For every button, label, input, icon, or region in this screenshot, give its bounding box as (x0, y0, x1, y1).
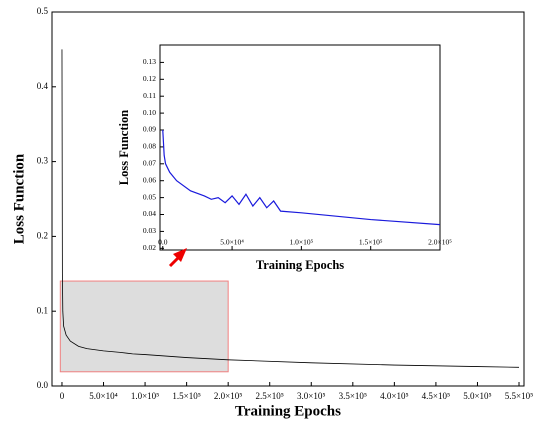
zoom-box (59, 280, 229, 373)
y-tick-label: 0.07 (143, 159, 156, 168)
x-tick-label: 2.0×10⁵ (428, 238, 452, 247)
x-tick-label: 0.0 (158, 238, 168, 247)
x-axis-title: Training Epochs (256, 258, 344, 272)
y-tick-label: 0.12 (143, 74, 156, 83)
y-tick-label: 0.0 (37, 380, 49, 390)
x-tick-label: 5.5×10⁵ (505, 391, 533, 401)
y-tick-label: 0.09 (143, 125, 156, 134)
y-axis-title: Loss Function (11, 153, 27, 244)
x-tick-label: 2.0×10⁵ (214, 391, 242, 401)
y-tick-label: 0.1 (37, 305, 48, 315)
y-tick-label: 0.02 (143, 243, 156, 252)
inset-frame (159, 44, 441, 251)
x-tick-label: 1.5×10⁵ (172, 391, 200, 401)
y-tick-label: 0.13 (143, 57, 156, 66)
y-tick-label: 0.06 (143, 175, 156, 184)
y-tick-label: 0.4 (37, 81, 49, 91)
y-tick-label: 0.2 (37, 230, 48, 240)
y-tick-label: 0.3 (37, 156, 49, 166)
x-tick-label: 4.0×10⁵ (380, 391, 408, 401)
y-tick-label: 0.08 (143, 142, 156, 151)
x-tick-label: 0 (60, 391, 65, 401)
x-tick-label: 3.0×10⁵ (297, 391, 325, 401)
x-axis-title: Training Epochs (235, 403, 341, 419)
y-tick-label: 0.05 (143, 192, 156, 201)
x-tick-label: 1.5×10⁵ (359, 238, 383, 247)
inset-line (162, 129, 440, 226)
arrow-head (173, 248, 187, 262)
y-tick-label: 0.04 (143, 209, 156, 218)
x-tick-label: 5.0×10⁵ (463, 391, 491, 401)
main-line (61, 49, 520, 368)
x-tick-label: 4.5×10⁵ (422, 391, 450, 401)
y-tick-label: 0.10 (143, 108, 156, 117)
y-tick-label: 0.11 (143, 91, 156, 100)
y-tick-label: 0.5 (37, 6, 49, 16)
x-tick-label: 2.5×10⁵ (255, 391, 283, 401)
y-axis-title: Loss Function (117, 110, 131, 185)
x-tick-label: 1.0×10⁵ (131, 391, 159, 401)
x-tick-label: 1.0×10⁵ (290, 238, 314, 247)
x-tick-label: 5.0×10⁴ (89, 391, 117, 401)
y-tick-label: 0.03 (143, 226, 156, 235)
x-tick-label: 3.5×10⁵ (339, 391, 367, 401)
x-tick-label: 5.0×10⁴ (220, 238, 244, 247)
